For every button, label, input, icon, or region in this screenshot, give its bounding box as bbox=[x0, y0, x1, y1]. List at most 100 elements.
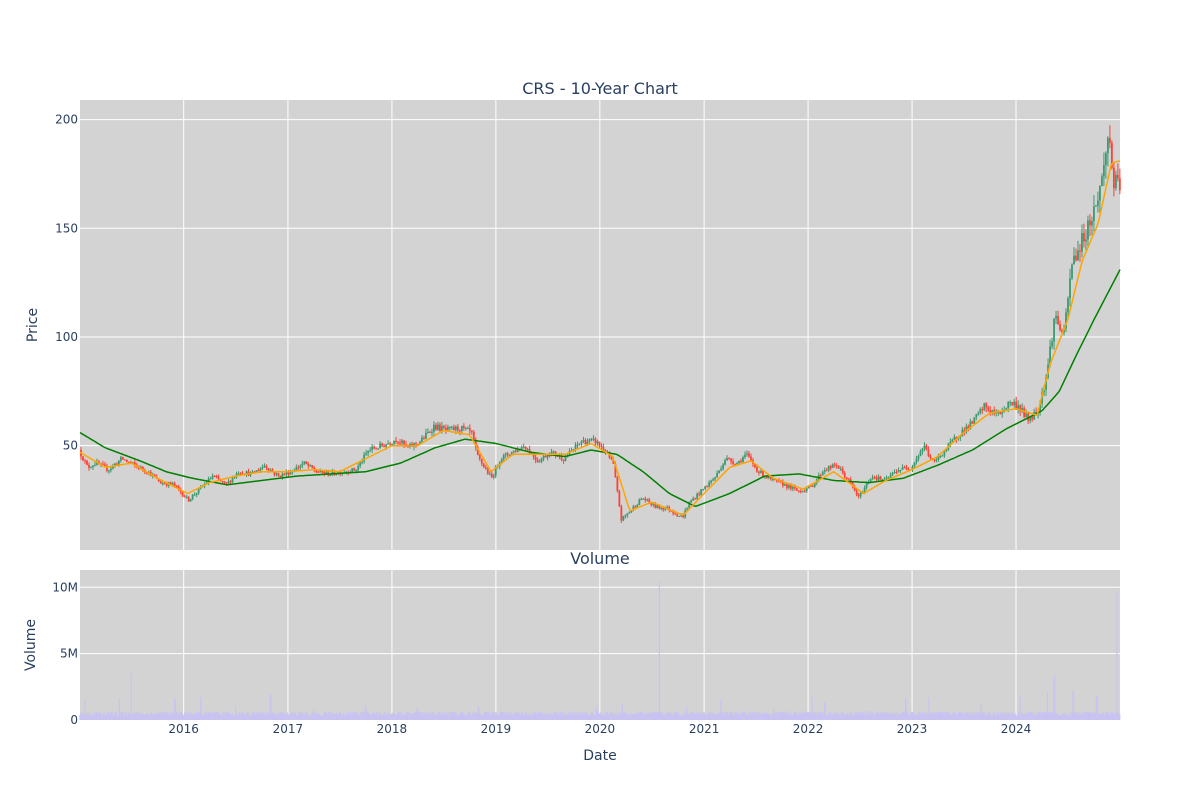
candle-up bbox=[973, 417, 976, 424]
candle-up bbox=[540, 458, 543, 462]
candle-up bbox=[1007, 402, 1010, 409]
candle-up bbox=[211, 475, 214, 479]
candle-down bbox=[548, 455, 551, 457]
volume-y-axis-title: Volume bbox=[23, 619, 39, 671]
candle-up bbox=[991, 410, 994, 413]
volume-bar bbox=[118, 698, 120, 720]
candle-up bbox=[385, 444, 387, 447]
candle-down bbox=[490, 473, 493, 478]
candle-up bbox=[871, 477, 874, 479]
candle-down bbox=[297, 467, 300, 469]
price-y-tick-label: 150 bbox=[55, 221, 78, 235]
candle-up bbox=[1097, 200, 1099, 206]
candle-up bbox=[281, 473, 284, 478]
candle-down bbox=[905, 467, 908, 470]
candle-up bbox=[299, 465, 302, 468]
candle-up bbox=[831, 464, 834, 468]
volume-bar bbox=[722, 711, 724, 720]
candle-up bbox=[889, 475, 892, 478]
candle-up bbox=[355, 470, 358, 472]
volume-bar bbox=[84, 700, 86, 720]
candle-down bbox=[620, 506, 623, 521]
candle-up bbox=[369, 449, 372, 451]
candle-up bbox=[791, 486, 794, 489]
volume-bar bbox=[362, 711, 364, 720]
candle-up bbox=[329, 474, 332, 476]
candle-up bbox=[379, 443, 381, 449]
candle-down bbox=[486, 468, 489, 474]
candle-up bbox=[718, 470, 720, 473]
candle-down bbox=[837, 466, 840, 469]
volume-bar bbox=[996, 712, 998, 720]
x-tick-label: 2016 bbox=[168, 722, 199, 736]
candle-up bbox=[303, 461, 306, 464]
candle-down bbox=[397, 441, 399, 443]
candle-up bbox=[367, 450, 370, 454]
candle-down bbox=[694, 498, 697, 500]
volume-bar bbox=[859, 711, 862, 720]
candle-up bbox=[638, 499, 641, 505]
candle-down bbox=[933, 459, 936, 461]
candle-up bbox=[522, 446, 525, 448]
x-tick-label: 2017 bbox=[273, 722, 304, 736]
candle-down bbox=[829, 466, 832, 468]
candle-up bbox=[995, 412, 998, 414]
candle-up bbox=[630, 509, 633, 513]
candle-down bbox=[458, 430, 461, 432]
candle-down bbox=[163, 483, 166, 485]
candle-down bbox=[650, 502, 653, 505]
candle-up bbox=[371, 446, 374, 450]
candle-up bbox=[863, 487, 866, 493]
x-tick-label: 2023 bbox=[897, 722, 928, 736]
candle-down bbox=[781, 481, 784, 486]
candle-up bbox=[953, 436, 956, 440]
candle-up bbox=[446, 427, 449, 430]
candle-down bbox=[456, 426, 459, 431]
candle-down bbox=[267, 468, 270, 471]
volume-bar bbox=[392, 711, 394, 720]
candle-up bbox=[502, 455, 505, 460]
candle-down bbox=[616, 476, 619, 491]
candle-up bbox=[680, 515, 683, 517]
candle-up bbox=[255, 470, 258, 473]
candle-down bbox=[1112, 167, 1115, 189]
volume-y-ticks: 0 5M 10M bbox=[52, 580, 78, 727]
candle-down bbox=[177, 486, 180, 490]
candle-up bbox=[586, 441, 589, 445]
candle-down bbox=[86, 460, 88, 465]
volume-bar bbox=[270, 694, 272, 720]
candle-up bbox=[726, 458, 728, 461]
candle-down bbox=[532, 453, 535, 457]
candle-down bbox=[803, 490, 806, 492]
candle-down bbox=[847, 478, 850, 480]
candle-up bbox=[171, 483, 174, 485]
candle-down bbox=[1035, 411, 1038, 414]
volume-bar bbox=[198, 712, 200, 720]
candle-down bbox=[756, 467, 758, 472]
candle-down bbox=[373, 446, 376, 449]
candle-up bbox=[768, 476, 770, 478]
candle-down bbox=[279, 475, 282, 478]
candle-up bbox=[251, 471, 254, 473]
volume-bar bbox=[350, 712, 352, 720]
candle-down bbox=[257, 470, 260, 472]
volume-bar bbox=[774, 711, 776, 720]
candle-down bbox=[399, 442, 401, 444]
volume-bar bbox=[781, 712, 784, 720]
candle-up bbox=[736, 463, 738, 465]
candle-up bbox=[185, 496, 188, 498]
volume-bar bbox=[387, 712, 389, 720]
candle-up bbox=[724, 460, 726, 465]
x-tick-label: 2024 bbox=[1001, 722, 1032, 736]
candle-up bbox=[704, 486, 707, 490]
volume-bar bbox=[558, 713, 560, 720]
candle-up bbox=[117, 460, 120, 465]
candle-up bbox=[919, 451, 922, 457]
candle-up bbox=[413, 443, 415, 447]
volume-bar bbox=[174, 698, 176, 720]
candle-up bbox=[237, 473, 240, 475]
candle-down bbox=[1110, 143, 1113, 168]
candle-up bbox=[542, 455, 545, 459]
candle-up bbox=[664, 508, 667, 510]
candle-down bbox=[435, 424, 437, 430]
